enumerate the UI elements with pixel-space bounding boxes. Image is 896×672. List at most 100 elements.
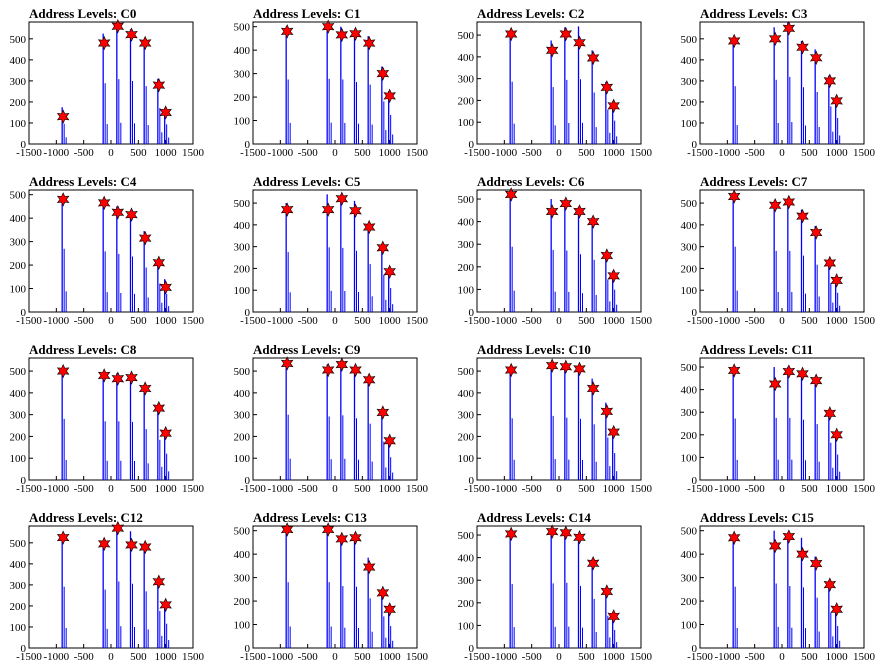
plot-frame (476, 189, 642, 313)
x-tick-label: -500 (745, 315, 766, 327)
peak-marker (159, 425, 172, 441)
y-tick-label: 200 (458, 95, 475, 107)
x-tick-label: -1000 (43, 147, 69, 159)
y-tick-label: 400 (458, 52, 475, 64)
peak-marker (56, 363, 70, 379)
peak-marker (159, 280, 172, 295)
peak-marker (111, 18, 125, 34)
y-tick-label: 300 (10, 237, 27, 249)
x-tick-label: 1500 (853, 651, 876, 663)
x-tick-label: -1500 (16, 483, 42, 495)
y-tick-label: 500 (234, 22, 251, 34)
x-tick-label: -500 (298, 315, 319, 327)
panel-c5: Address Levels: C50100200300400500-1500-… (234, 174, 429, 327)
y-tick-label: 0 (245, 307, 251, 319)
panel-title: Address Levels: C14 (477, 510, 591, 525)
y-tick-label: 400 (681, 549, 698, 561)
y-tick-label: 0 (21, 307, 27, 319)
peak-marker (796, 208, 809, 224)
x-tick-label: 1500 (853, 483, 876, 495)
x-tick-label: -1000 (267, 315, 293, 327)
x-tick-label: -1000 (491, 315, 517, 327)
y-tick-label: 300 (458, 239, 475, 251)
peak-marker (335, 27, 349, 43)
y-tick-label: 300 (681, 407, 698, 419)
x-tick-label: 1500 (406, 483, 429, 495)
y-tick-label: 400 (234, 220, 251, 232)
panel-title: Address Levels: C5 (253, 174, 361, 189)
y-tick-label: 100 (234, 285, 251, 297)
panel-c3: Address Levels: C30100200300400500-1500-… (681, 6, 876, 159)
x-tick-label: -1500 (464, 651, 490, 663)
y-tick-label: 200 (234, 431, 251, 443)
peak-marker (97, 368, 111, 383)
y-tick-label: 400 (234, 549, 251, 561)
x-tick-label: -500 (522, 651, 543, 663)
x-tick-label: 1000 (826, 147, 849, 159)
y-tick-label: 300 (234, 69, 251, 81)
y-tick-label: 300 (234, 573, 251, 585)
peak-marker (376, 66, 390, 81)
peak-marker (335, 191, 349, 206)
y-tick-label: 500 (10, 366, 27, 378)
panel-c11: Address Levels: C11 0 100 200 300 400 500 -1500… (681, 342, 876, 495)
y-tick-label: 300 (458, 74, 475, 86)
x-tick-label: 500 (354, 651, 371, 663)
y-tick-label: 200 (458, 598, 475, 610)
y-tick-label: 300 (681, 76, 698, 88)
y-tick-label: 500 (681, 34, 698, 46)
peak-marker (600, 80, 614, 95)
y-tick-label: 200 (234, 263, 251, 275)
peak-marker (830, 427, 843, 443)
peak-marker (125, 537, 138, 553)
peak-marker (823, 255, 837, 271)
peak-marker (768, 198, 782, 213)
peak-marker (768, 376, 782, 392)
y-tick-label: 100 (234, 620, 251, 632)
x-tick-label: 1000 (155, 147, 178, 159)
x-tick-label: 1000 (603, 651, 626, 663)
x-tick-label: 0 (556, 147, 562, 159)
x-tick-label: 0 (779, 651, 785, 663)
peak-marker (125, 370, 138, 385)
peak-marker (586, 50, 600, 66)
y-tick-label: 0 (245, 643, 251, 655)
y-tick-label: 500 (681, 526, 698, 538)
panel-c14: Address Levels: C14 0 100 200 300 400 500 -1500… (458, 510, 653, 663)
y-tick-label: 400 (681, 55, 698, 67)
peak-marker (607, 424, 620, 440)
panel-c1: Address Levels: C10100200300400500-1500-… (234, 6, 429, 159)
x-tick-label: 1500 (182, 651, 205, 663)
peak-marker (152, 400, 166, 416)
peak-marker (383, 433, 396, 449)
y-tick-label: 200 (10, 97, 27, 109)
x-tick-label: -1000 (714, 315, 740, 327)
peak-marker (349, 203, 362, 218)
peak-marker (152, 574, 166, 589)
peak-marker (600, 248, 614, 263)
panel-c13: Address Levels: C13 0 100 200 300 400 500 -1500… (234, 510, 429, 663)
y-tick-label: 100 (681, 118, 698, 130)
x-tick-label: 500 (801, 651, 818, 663)
peak-marker (321, 522, 335, 537)
y-tick-label: 0 (692, 139, 698, 151)
y-tick-label: 100 (234, 453, 251, 465)
x-tick-label: -1500 (16, 315, 42, 327)
y-tick-label: 400 (10, 388, 27, 400)
x-tick-label: -1500 (464, 483, 490, 495)
y-tick-label: 300 (234, 242, 251, 254)
peak-marker (504, 362, 518, 378)
x-tick-label: -1500 (464, 315, 490, 327)
x-tick-label: 0 (779, 147, 785, 159)
y-tick-label: 300 (234, 410, 251, 422)
peak-marker (823, 406, 837, 421)
y-tick-label: 500 (234, 198, 251, 210)
x-tick-label: -1500 (687, 315, 713, 327)
plot-frame (252, 525, 418, 649)
x-tick-label: 1500 (630, 147, 653, 159)
y-tick-label: 100 (681, 620, 698, 632)
x-tick-label: -1000 (267, 147, 293, 159)
y-tick-label: 0 (21, 139, 27, 151)
peak-marker (138, 230, 152, 246)
